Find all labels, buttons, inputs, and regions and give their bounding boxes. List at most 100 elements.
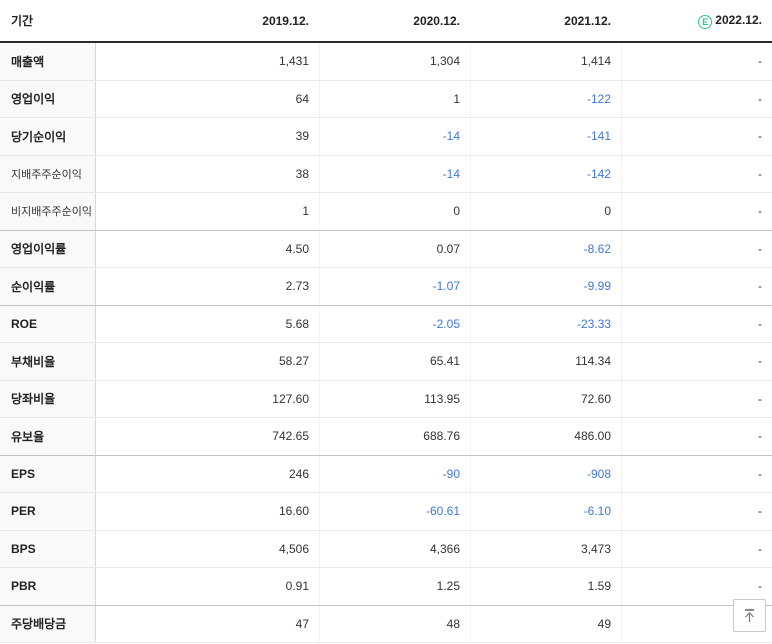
table-cell: - xyxy=(621,43,772,80)
table-cell: 1,304 xyxy=(319,43,470,80)
table-cell: -6.10 xyxy=(470,493,621,530)
table-cell: 4,366 xyxy=(319,530,470,567)
table-row: 유보율 742.65 688.76 486.00- xyxy=(0,418,772,456)
table-cell: - xyxy=(621,455,772,492)
table-cell: 246 xyxy=(288,466,309,481)
table-cell: - xyxy=(621,418,772,455)
table-row: BPS 4,506 4,366 3,473- xyxy=(0,530,772,568)
table-cell: 486.00 xyxy=(470,418,621,455)
row-label: 매출액 xyxy=(0,43,96,80)
row-label: PER xyxy=(0,493,96,530)
scroll-to-top-button[interactable] xyxy=(733,599,766,632)
column-header-2022-estimate: E 2022.12. xyxy=(621,13,772,29)
table-cell: 39 xyxy=(295,129,309,144)
table-row: 영업이익 64 1 -122- xyxy=(0,80,772,118)
table-cell: 114.34 xyxy=(470,343,621,380)
table-cell: -23.33 xyxy=(470,305,621,342)
row-label: BPS xyxy=(0,530,96,567)
table-cell: 4,506 xyxy=(278,541,309,556)
table-cell: 742.65 xyxy=(272,429,309,444)
table-cell: 1 xyxy=(302,204,309,219)
estimate-badge-icon: E xyxy=(698,14,713,29)
table-cell: - xyxy=(621,230,772,267)
row-label: 당좌비율 xyxy=(0,380,96,417)
table-cell: -142 xyxy=(470,155,621,192)
row-label: 주당배당금 xyxy=(0,605,96,642)
table-cell: -122 xyxy=(470,80,621,117)
table-cell: - xyxy=(621,118,772,155)
row-label: 영업이익 xyxy=(0,80,96,117)
table-cell: 0.91 xyxy=(285,579,309,594)
table-cell: 0 xyxy=(319,193,470,230)
table-row: 당기순이익 39 -14 -141- xyxy=(0,118,772,156)
column-header-2022-label: 2022.12. xyxy=(715,12,762,27)
table-cell: 64 xyxy=(295,91,309,106)
table-cell: - xyxy=(621,305,772,342)
table-cell: -8.62 xyxy=(470,230,621,267)
row-label: ROE xyxy=(0,305,96,342)
table-cell: 1,431 xyxy=(278,54,309,69)
row-label: 비지배주주순이익 xyxy=(0,193,96,230)
column-header-2019: 2019.12. xyxy=(262,13,309,28)
table-row: PER 16.60 -60.61 -6.10- xyxy=(0,493,772,531)
table-cell: 5.68 xyxy=(285,316,309,331)
table-cell: 1.25 xyxy=(319,568,470,605)
table-cell: 38 xyxy=(295,166,309,181)
table-cell: - xyxy=(621,193,772,230)
table-cell: 0 xyxy=(470,193,621,230)
table-cell: 49 xyxy=(470,605,621,642)
table-cell: - xyxy=(621,530,772,567)
table-cell: 113.95 xyxy=(319,380,470,417)
table-cell: - xyxy=(621,380,772,417)
table-row: ROE 5.68 -2.05 -23.33- xyxy=(0,305,772,343)
table-row: 지배주주순이익 38 -14 -142- xyxy=(0,155,772,193)
row-label: EPS xyxy=(0,455,96,492)
table-cell: -14 xyxy=(319,118,470,155)
table-cell: - xyxy=(621,493,772,530)
table-cell: 16.60 xyxy=(278,504,309,519)
table-cell: - xyxy=(621,268,772,305)
table-cell: 4.50 xyxy=(285,241,309,256)
column-header-2020: 2020.12. xyxy=(413,13,460,28)
table-cell: -141 xyxy=(470,118,621,155)
period-header-label: 기간 xyxy=(11,14,34,28)
table-row: 당좌비율 127.60 113.95 72.60- xyxy=(0,380,772,418)
table-cell: - xyxy=(621,568,772,605)
table-cell: -90 xyxy=(319,455,470,492)
table-cell: 688.76 xyxy=(319,418,470,455)
table-row: PBR 0.91 1.25 1.59- xyxy=(0,568,772,606)
table-cell: -908 xyxy=(470,455,621,492)
row-label: 순이익률 xyxy=(0,268,96,305)
column-header-2021: 2021.12. xyxy=(564,13,611,28)
table-cell: -9.99 xyxy=(470,268,621,305)
table-cell: - xyxy=(621,155,772,192)
row-label: 영업이익률 xyxy=(0,230,96,267)
table-row: 부채비율 58.27 65.41 114.34- xyxy=(0,343,772,381)
row-label: PBR xyxy=(0,568,96,605)
table-cell: - xyxy=(621,343,772,380)
table-cell: 65.41 xyxy=(319,343,470,380)
table-cell: 127.60 xyxy=(272,391,309,406)
table-body: 매출액 1,431 1,304 1,414- 영업이익 64 1 -122- 당기순이익… xyxy=(0,43,772,643)
arrow-up-to-line-icon xyxy=(745,609,754,622)
table-cell: 72.60 xyxy=(470,380,621,417)
table-cell: -2.05 xyxy=(319,305,470,342)
table-cell: 1.59 xyxy=(470,568,621,605)
table-cell: 3,473 xyxy=(470,530,621,567)
row-label: 당기순이익 xyxy=(0,118,96,155)
table-row: 순이익률 2.73 -1.07 -9.99- xyxy=(0,268,772,306)
table-cell: 58.27 xyxy=(278,354,309,369)
row-label: 지배주주순이익 xyxy=(0,155,96,192)
table-row: 영업이익률 4.50 0.07 -8.62- xyxy=(0,230,772,268)
table-cell: -60.61 xyxy=(319,493,470,530)
table-row: EPS 246 -90 -908- xyxy=(0,455,772,493)
table-cell: -14 xyxy=(319,155,470,192)
table-cell: 1,414 xyxy=(470,43,621,80)
table-cell: -1.07 xyxy=(319,268,470,305)
table-cell: 47 xyxy=(295,616,309,631)
table-row: 매출액 1,431 1,304 1,414- xyxy=(0,43,772,81)
table-cell: 0.07 xyxy=(319,230,470,267)
